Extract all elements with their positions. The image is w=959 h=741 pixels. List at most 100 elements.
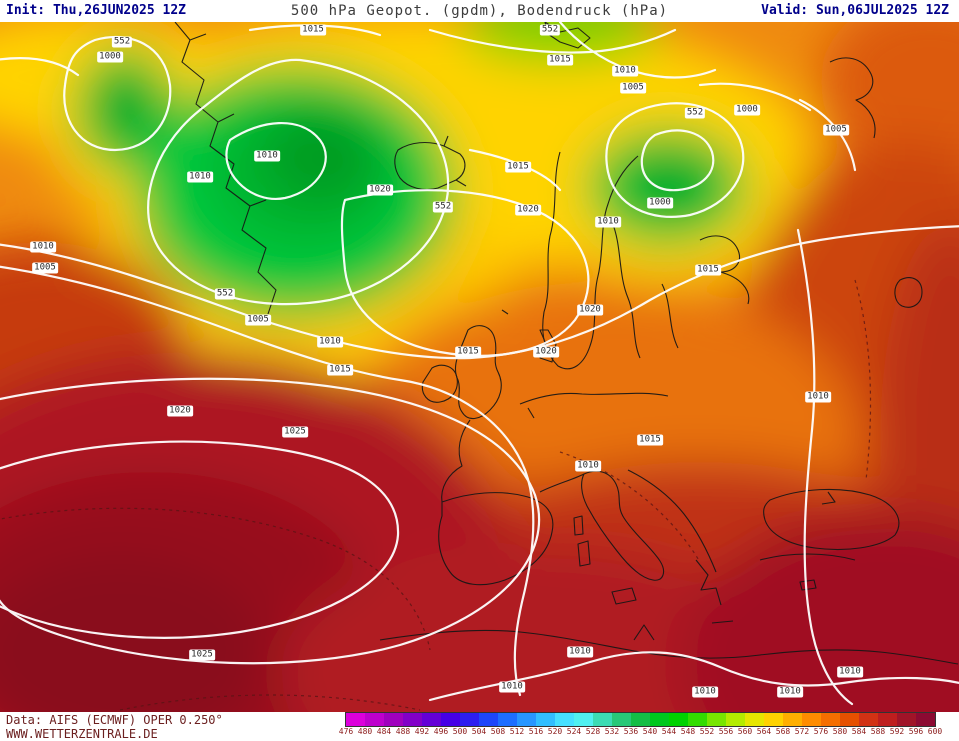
- colorbar-cell: [593, 713, 612, 726]
- colorbar-cell: [403, 713, 422, 726]
- contour-label: 1015: [505, 161, 531, 173]
- colorbar-cell: [555, 713, 574, 726]
- colorbar-cell: [669, 713, 688, 726]
- colorbar-tick: 568: [775, 727, 791, 736]
- colorbar-cell: [650, 713, 669, 726]
- contour-label: 1025: [189, 649, 215, 661]
- colorbar-tick: 576: [813, 727, 829, 736]
- contour-label: 1010: [837, 666, 863, 678]
- colorbar-cell: [764, 713, 783, 726]
- contour-label: 1010: [692, 686, 718, 698]
- contour-label: 552: [111, 36, 133, 48]
- colorbar-cell: [916, 713, 935, 726]
- colorbar-tick: 520: [547, 727, 563, 736]
- colorbar-cell: [612, 713, 631, 726]
- contour-label: 1010: [254, 150, 280, 162]
- contour-label: 1005: [245, 314, 271, 326]
- colorbar-tick: 480: [357, 727, 373, 736]
- colorbar-tick: 600: [927, 727, 943, 736]
- colorbar-tick: 552: [699, 727, 715, 736]
- contour-label: 552: [684, 107, 706, 119]
- colorbar-tick: 500: [452, 727, 468, 736]
- contour-label: 1015: [455, 346, 481, 358]
- contour-label: 552: [432, 201, 454, 213]
- contour-label: 1020: [533, 346, 559, 358]
- colorbar-cell: [460, 713, 479, 726]
- contour-label: 1010: [499, 681, 525, 693]
- dashed-contours: [0, 279, 872, 711]
- colorbar: 476 480 484 488 492 496 500 504 508 512 516 520 524 5…: [339, 712, 942, 739]
- colorbar-tick: 512: [509, 727, 525, 736]
- contour-label: 1020: [515, 204, 541, 216]
- colorbar-tick: 524: [566, 727, 582, 736]
- contour-label: 552: [539, 24, 561, 36]
- contour-label: 1010: [612, 65, 638, 77]
- colorbar-tick-row: 476 480 484 488 492 496 500 504 508 512 516 520 524 5…: [339, 727, 942, 738]
- colorbar-tick: 592: [889, 727, 905, 736]
- colorbar-cell: [688, 713, 707, 726]
- colorbar-cell: [707, 713, 726, 726]
- colorbar-tick: 476: [338, 727, 354, 736]
- colorbar-tick: 540: [642, 727, 658, 736]
- contour-label: 1015: [327, 364, 353, 376]
- contour-label: 1010: [187, 171, 213, 183]
- colorbar-tick: 548: [680, 727, 696, 736]
- contour-label: 552: [214, 288, 236, 300]
- colorbar-tick: 516: [528, 727, 544, 736]
- colorbar-cell: [631, 713, 650, 726]
- colorbar-tick: 504: [471, 727, 487, 736]
- map-canvas: 552 1000 1015 552 1015 1010 1005 552 1000 1005 101…: [0, 22, 959, 712]
- colorbar-tick: 596: [908, 727, 924, 736]
- header-bar: Init: Thu,26JUN2025 12Z 500 hPa Geopot. …: [0, 0, 959, 22]
- colorbar-cell: [422, 713, 441, 726]
- contour-label: 1020: [367, 184, 393, 196]
- valid-time: Valid: Sun,06JUL2025 12Z: [761, 3, 949, 18]
- colorbar-cell: [821, 713, 840, 726]
- colorbar-tick: 572: [794, 727, 810, 736]
- colorbar-tick: 528: [585, 727, 601, 736]
- map-graphic: [0, 22, 959, 712]
- colorbar-cell: [479, 713, 498, 726]
- colorbar-cell: [745, 713, 764, 726]
- contour-label: 1010: [575, 460, 601, 472]
- colorbar-tick: 564: [756, 727, 772, 736]
- colorbar-tick: 536: [623, 727, 639, 736]
- contour-label: 1020: [167, 405, 193, 417]
- contour-label: 1005: [32, 262, 58, 274]
- colorbar-cell: [840, 713, 859, 726]
- contour-label: 1005: [823, 124, 849, 136]
- colorbar-cell: [783, 713, 802, 726]
- colorbar-tick: 488: [395, 727, 411, 736]
- colorbar-tick: 544: [661, 727, 677, 736]
- colorbar-cell: [365, 713, 384, 726]
- data-source-text: Data: AIFS (ECMWF) OPER 0.250°: [6, 713, 223, 727]
- colorbar-tick: 484: [376, 727, 392, 736]
- colorbar-tick: 588: [870, 727, 886, 736]
- map-title: 500 hPa Geopot. (gpdm), Bodendruck (hPa): [290, 3, 669, 19]
- contour-label: 1010: [805, 391, 831, 403]
- isobar-lines: [0, 22, 959, 706]
- colorbar-cell: [897, 713, 916, 726]
- colorbar-tick: 508: [490, 727, 506, 736]
- contour-label: 1015: [637, 434, 663, 446]
- website-text: WWW.WETTERZENTRALE.DE: [6, 727, 158, 741]
- colorbar-cell: [726, 713, 745, 726]
- colorbar-cell: [802, 713, 821, 726]
- contour-label: 1010: [777, 686, 803, 698]
- colorbar-tick: 580: [832, 727, 848, 736]
- contour-label: 1015: [695, 264, 721, 276]
- colorbar-tick: 492: [414, 727, 430, 736]
- contour-label: 1010: [595, 216, 621, 228]
- contour-label: 1015: [547, 54, 573, 66]
- contour-label: 1005: [620, 82, 646, 94]
- contour-label: 1010: [317, 336, 343, 348]
- colorbar-cell: [878, 713, 897, 726]
- contour-label: 1000: [647, 197, 673, 209]
- contour-label: 1000: [734, 104, 760, 116]
- colorbar-tick: 556: [718, 727, 734, 736]
- contour-label: 1015: [300, 24, 326, 36]
- contour-label: 1000: [97, 51, 123, 63]
- colorbar-cell: [498, 713, 517, 726]
- colorbar-tick: 560: [737, 727, 753, 736]
